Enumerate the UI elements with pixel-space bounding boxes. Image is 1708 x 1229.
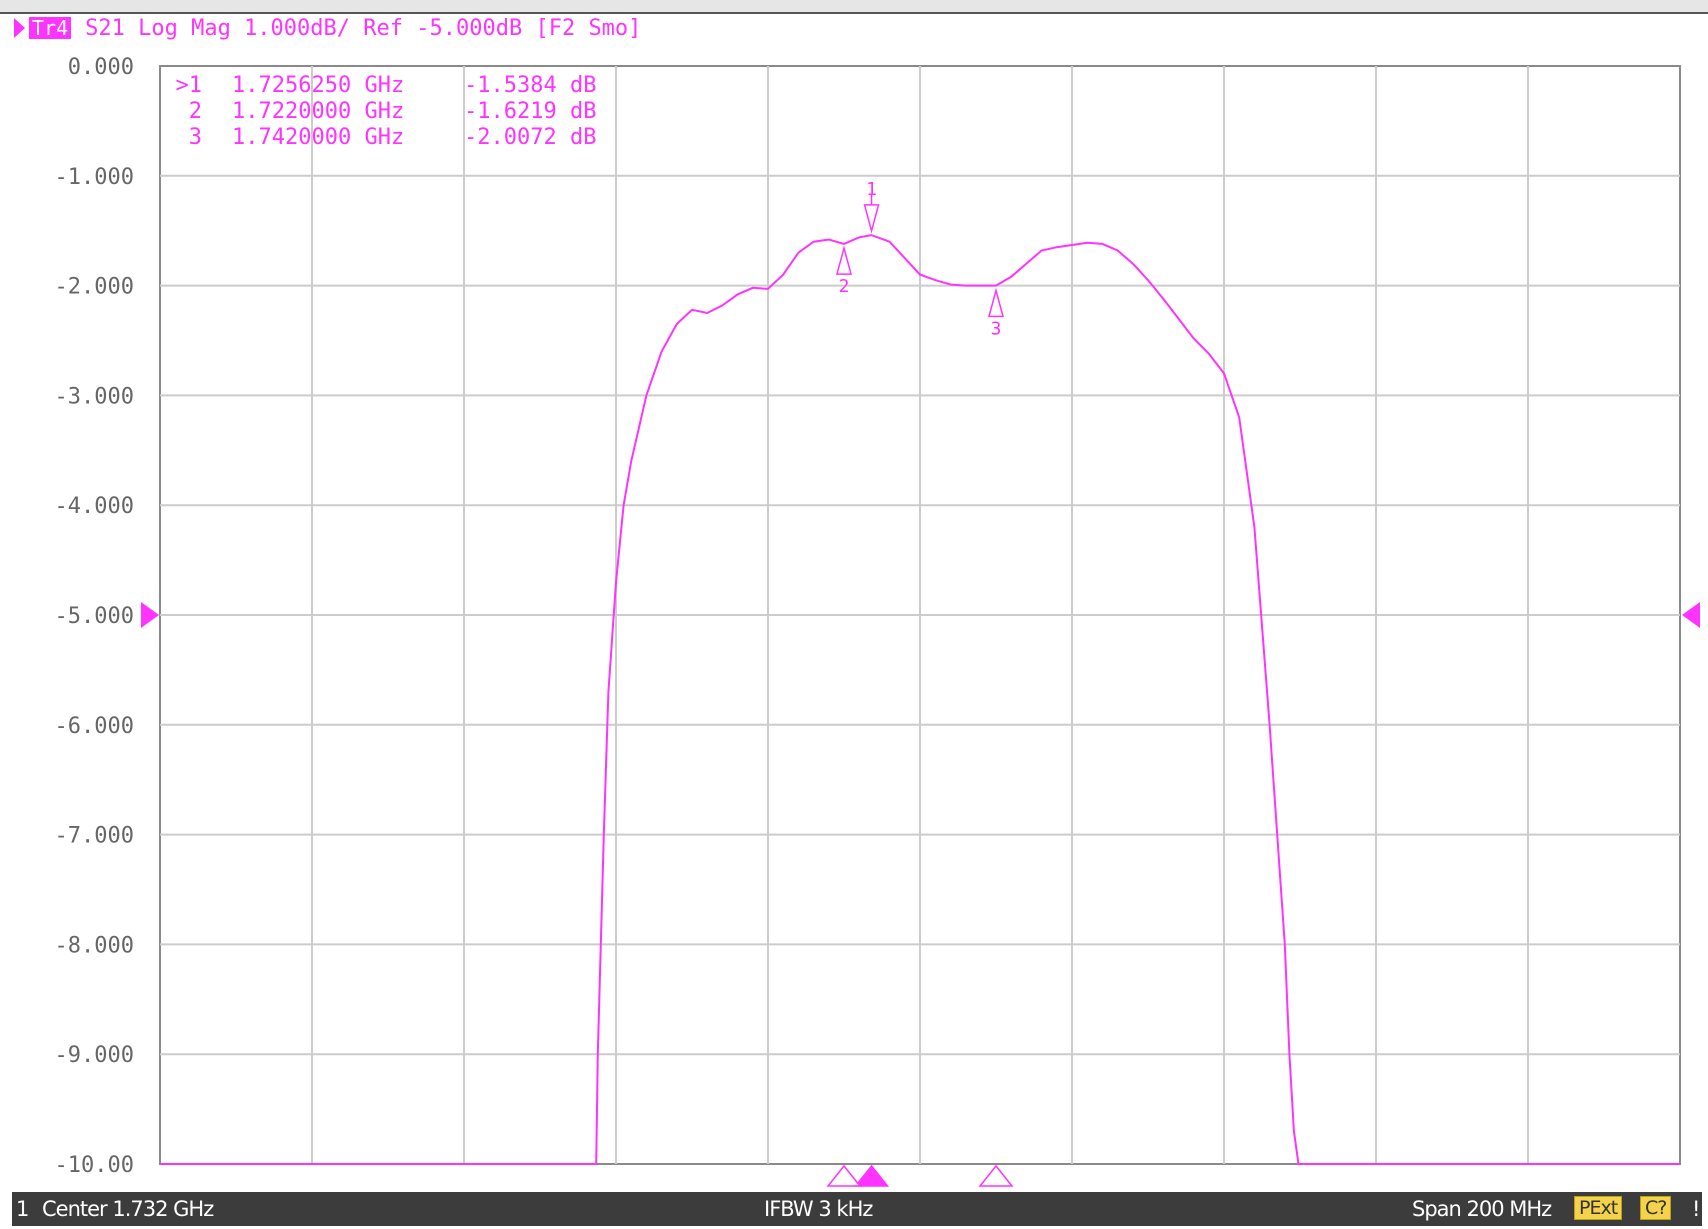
trace-settings-text[interactable]: S21 Log Mag 1.000dB/ Ref -5.000dB [F2 Sm… (85, 15, 642, 41)
reference-level-arrows (141, 602, 1700, 628)
channel-number[interactable]: 1 (16, 1197, 29, 1221)
grid-lines (159, 65, 1681, 1165)
y-tick-label: -7.000 (55, 824, 134, 849)
s21-trace-line (160, 234, 1680, 1165)
marker-label: 1 (866, 179, 877, 200)
y-tick-label: -9.000 (55, 1043, 134, 1068)
window-top-strip (0, 0, 1708, 14)
y-tick-label: -1.000 (55, 165, 134, 190)
active-trace-arrow-icon (14, 18, 25, 38)
marker-table-frequency: 1.7420000 GHz (232, 125, 404, 150)
center-frequency[interactable]: Center 1.732 GHz (42, 1197, 214, 1221)
status-end-mark: ! (1692, 1197, 1700, 1221)
plot-area[interactable]: 0.000 -1.000 -2.000 -3.000 -4.000 -5.000 -6.00… (0, 44, 1708, 1192)
marker-flags: 1 2 3 (836, 179, 1004, 339)
y-tick-label: -10.00 (55, 1153, 134, 1178)
reference-level-right-arrow-icon[interactable] (1682, 602, 1700, 628)
marker-pointer-icon (988, 287, 1004, 318)
status-bar: 1 Center 1.732 GHz IFBW 3 kHz Span 200 M… (12, 1192, 1702, 1226)
marker-1[interactable]: 1 (863, 179, 880, 234)
y-tick-label: -6.000 (55, 714, 134, 739)
y-tick-label: -8.000 (55, 933, 134, 958)
marker-table: >1 1.7256250 GHz -1.5384 dB 2 1.7220000 GHz -… (176, 73, 597, 150)
marker-label: 2 (839, 276, 850, 297)
y-tick-label: 0.000 (68, 55, 134, 80)
marker-3[interactable]: 3 (988, 287, 1004, 339)
marker-table-value: -1.5384 dB (464, 73, 596, 98)
span-setting[interactable]: Span 200 MHz (1412, 1197, 1552, 1221)
marker-pointer-icon (836, 245, 852, 275)
marker-table-id: 2 (189, 99, 202, 124)
y-tick-label: -3.000 (55, 384, 134, 409)
y-tick-label: -2.000 (55, 275, 134, 300)
trace-header: Tr4 S21 Log Mag 1.000dB/ Ref -5.000dB [F… (14, 14, 641, 42)
marker-table-value: -2.0072 dB (464, 125, 596, 150)
bottom-marker-triangles (826, 1164, 1014, 1187)
y-tick-label: -4.000 (55, 494, 134, 519)
trace-id-badge[interactable]: Tr4 (29, 17, 72, 39)
marker-table-id: >1 (176, 73, 203, 98)
cal-status-badge[interactable]: C? (1640, 1196, 1672, 1220)
ifbw-setting[interactable]: IFBW 3 kHz (764, 1197, 873, 1221)
marker-table-frequency: 1.7220000 GHz (232, 99, 404, 124)
marker-table-value: -1.6219 dB (464, 99, 596, 124)
marker-2[interactable]: 2 (836, 245, 852, 297)
bottom-marker-triangle-icon[interactable] (853, 1164, 890, 1187)
bottom-marker-triangle-icon[interactable] (978, 1164, 1014, 1187)
marker-table-id: 3 (189, 125, 202, 150)
y-tick-labels: 0.000 -1.000 -2.000 -3.000 -4.000 -5.000 -6.00… (55, 55, 134, 1178)
marker-label: 3 (991, 318, 1002, 339)
reference-level-left-arrow-icon[interactable] (141, 602, 159, 628)
y-tick-label: -5.000 (55, 604, 134, 629)
marker-table-frequency: 1.7256250 GHz (232, 73, 404, 98)
power-ext-badge[interactable]: PExt (1574, 1196, 1623, 1220)
bottom-marker-triangle-icon[interactable] (826, 1164, 862, 1187)
